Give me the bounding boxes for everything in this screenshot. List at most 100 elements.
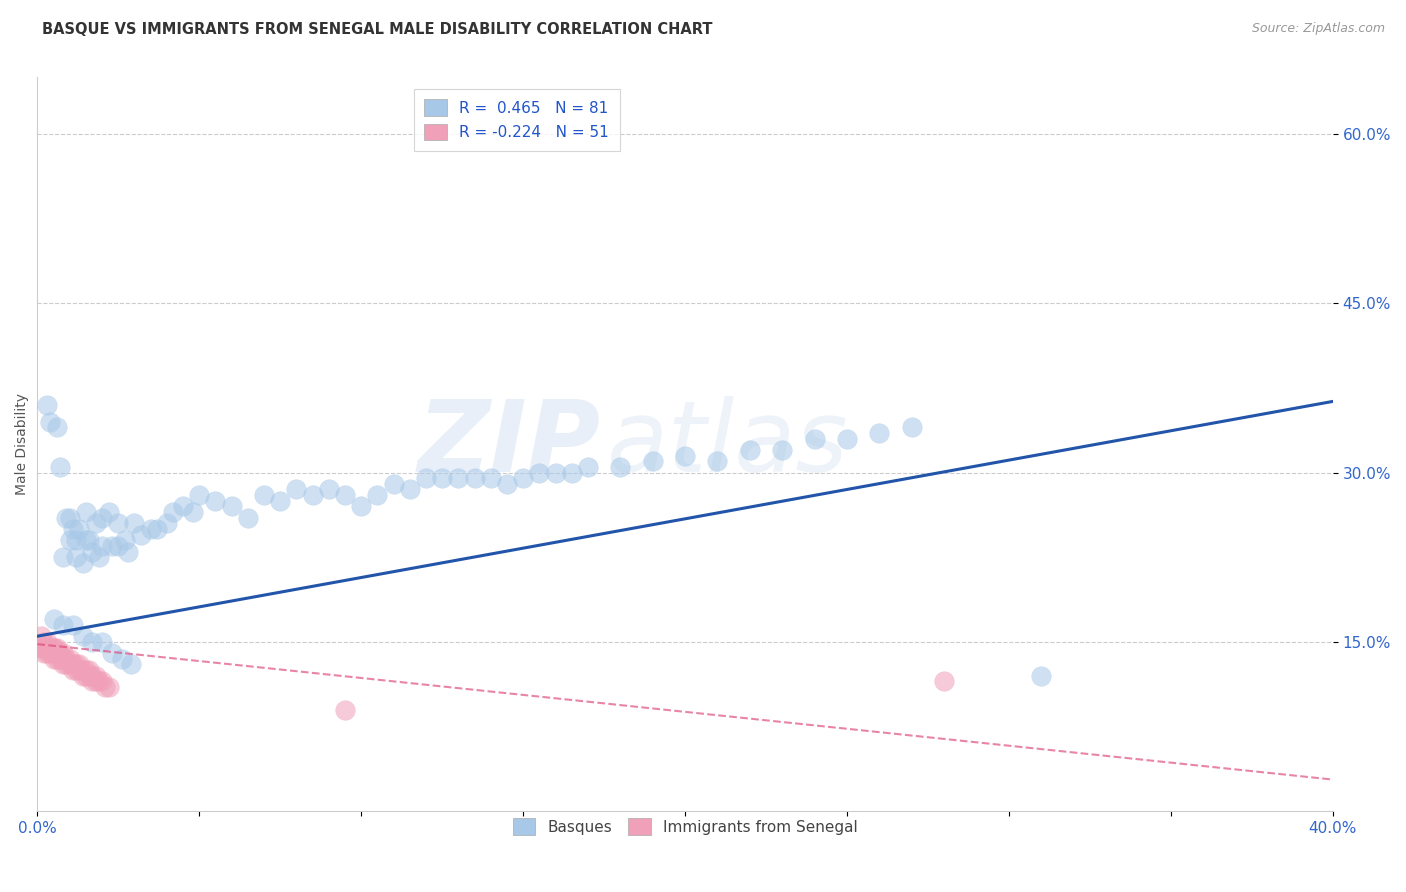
Point (87, 550, 110, 565)
Point (204, 493, 226, 508)
Point (77, 533, 100, 548)
Point (52, 646, 75, 660)
Point (39, 415, 62, 429)
Point (94, 680, 117, 694)
Point (52, 657, 75, 672)
Point (67, 657, 90, 672)
Point (269, 493, 291, 508)
Point (117, 544, 139, 558)
Point (65, 533, 87, 548)
Point (45, 420, 67, 434)
Text: atlas: atlas (607, 396, 849, 492)
Point (124, 516, 146, 531)
Point (91, 674, 114, 689)
Point (32, 646, 55, 660)
Point (67, 522, 90, 536)
Point (333, 703, 356, 717)
Point (65, 657, 87, 672)
Point (52, 652, 75, 666)
Point (32, 640, 55, 655)
Point (35, 646, 58, 660)
Point (738, 442, 761, 457)
Point (65, 663, 87, 677)
Point (75, 669, 97, 683)
Point (673, 449, 696, 463)
Point (107, 516, 129, 531)
Point (97, 505, 120, 519)
Point (35, 640, 58, 655)
Point (87, 674, 110, 689)
Point (84, 669, 107, 683)
Point (512, 471, 534, 485)
Point (30, 640, 52, 655)
Point (82, 674, 104, 689)
Point (55, 652, 77, 666)
Point (52, 550, 75, 565)
Point (42, 640, 65, 655)
Point (496, 476, 519, 491)
Point (59, 652, 82, 666)
Point (398, 483, 420, 497)
Point (146, 522, 169, 536)
Text: BASQUE VS IMMIGRANTS FROM SENEGAL MALE DISABILITY CORRELATION CHART: BASQUE VS IMMIGRANTS FROM SENEGAL MALE D… (42, 22, 713, 37)
Point (544, 466, 567, 480)
Point (107, 539, 129, 553)
Point (84, 516, 107, 531)
Point (39, 646, 62, 660)
Point (253, 488, 276, 502)
Point (415, 471, 437, 485)
Point (77, 663, 100, 677)
Point (641, 454, 664, 468)
Point (62, 522, 84, 536)
Point (350, 500, 373, 514)
Text: Source: ZipAtlas.com: Source: ZipAtlas.com (1251, 22, 1385, 36)
Point (75, 663, 97, 677)
Point (129, 527, 152, 541)
Point (188, 488, 211, 502)
Point (900, 420, 922, 434)
Point (479, 471, 502, 485)
Point (529, 466, 551, 480)
Point (35, 640, 58, 655)
Point (62, 657, 84, 672)
Y-axis label: Male Disability: Male Disability (15, 393, 30, 495)
Point (59, 510, 82, 524)
Point (1031, 669, 1053, 683)
Point (55, 657, 77, 672)
Point (45, 646, 67, 660)
Point (868, 425, 890, 440)
Point (101, 646, 124, 660)
Point (835, 432, 858, 446)
Point (91, 510, 114, 524)
Point (42, 640, 65, 655)
Point (770, 442, 793, 457)
Point (65, 550, 87, 565)
Point (72, 669, 94, 683)
Point (72, 663, 94, 677)
Point (82, 544, 104, 558)
Point (42, 646, 65, 660)
Point (114, 533, 136, 548)
Point (430, 471, 453, 485)
Point (72, 556, 94, 570)
Point (236, 510, 259, 524)
Point (120, 657, 142, 672)
Point (75, 505, 97, 519)
Point (464, 471, 486, 485)
Point (576, 459, 599, 474)
Point (59, 657, 82, 672)
Point (55, 510, 77, 524)
Point (39, 640, 62, 655)
Point (318, 483, 340, 497)
Point (162, 505, 184, 519)
Point (45, 652, 67, 666)
Point (52, 618, 75, 632)
Point (91, 539, 114, 553)
Point (30, 629, 52, 643)
Point (110, 652, 132, 666)
Point (32, 635, 55, 649)
Point (447, 471, 470, 485)
Point (49, 652, 72, 666)
Point (221, 500, 243, 514)
Point (67, 663, 90, 677)
